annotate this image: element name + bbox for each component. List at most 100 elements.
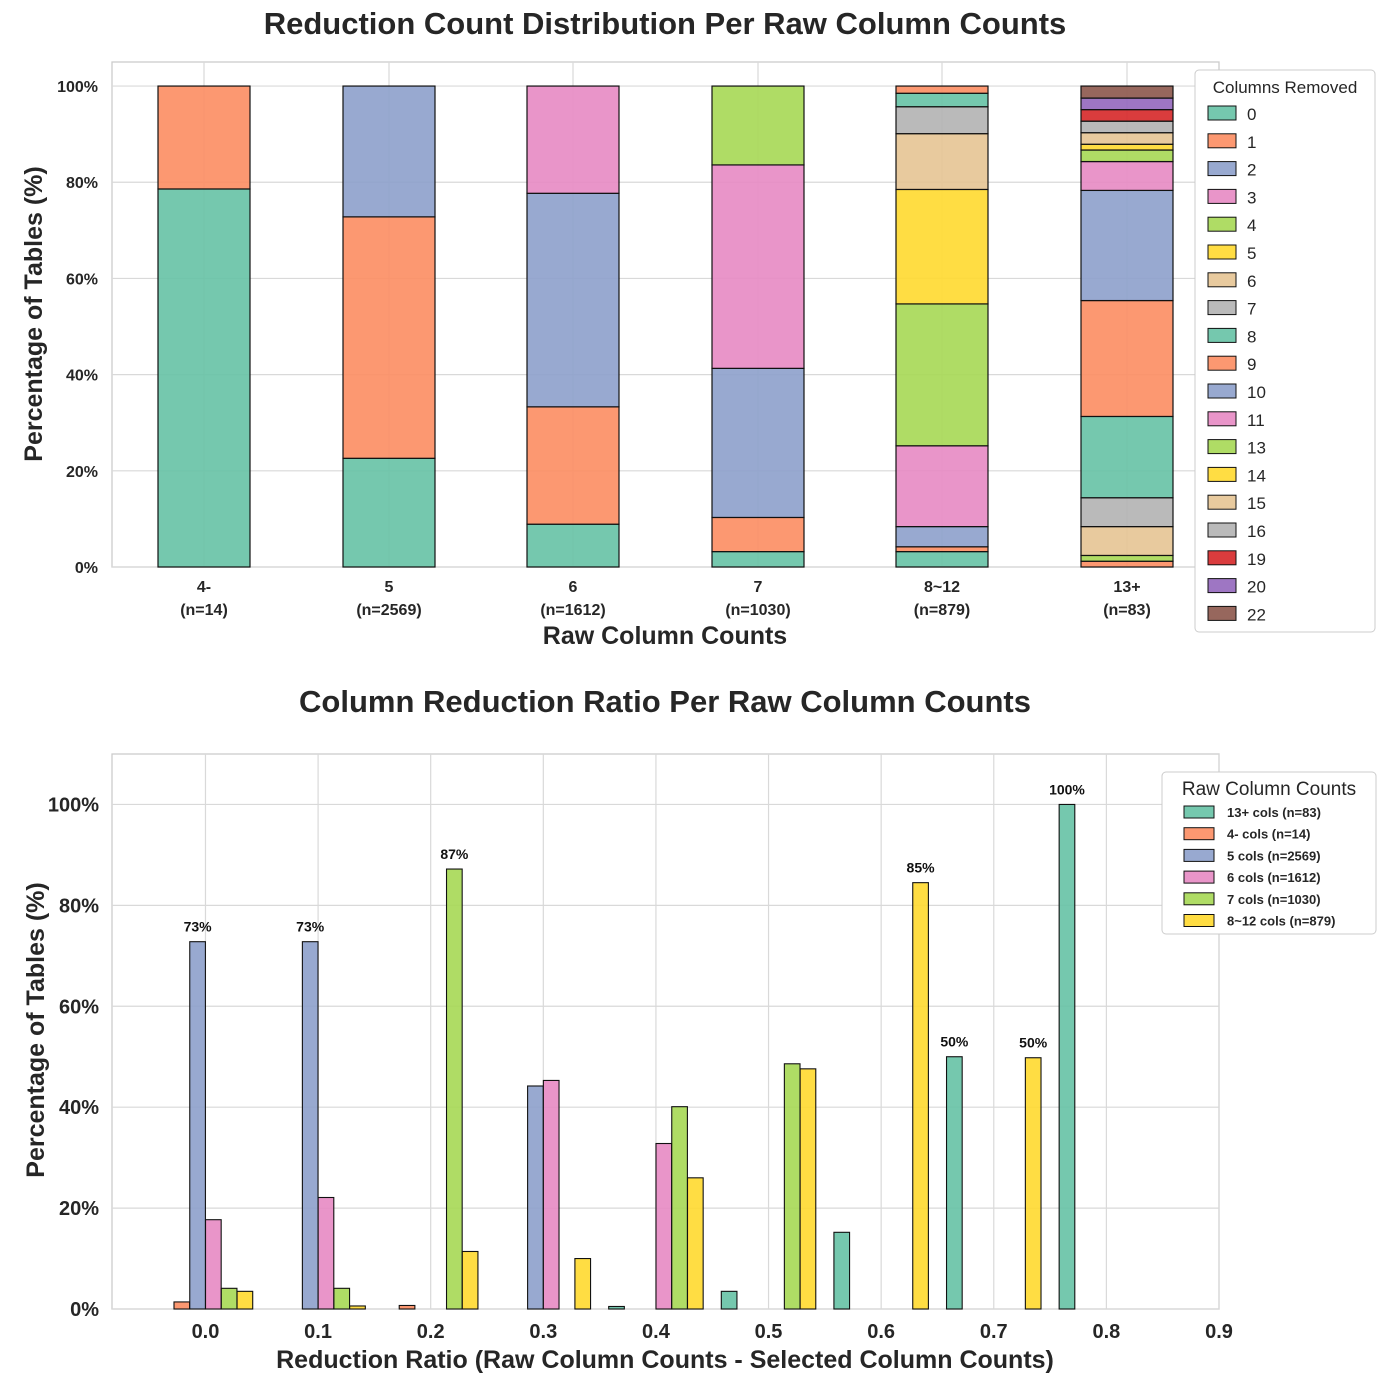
chart1-x-tick-count: (n=14) xyxy=(180,602,228,619)
stacked-bar-chart: Reduction Count Distribution Per Raw Col… xyxy=(20,6,1376,650)
chart1-legend-swatch-6 xyxy=(1207,272,1237,288)
chart1-legend-swatch-9 xyxy=(1207,355,1237,371)
chart2-y-tick-label: 20% xyxy=(59,1198,99,1220)
chart1-x-tick-count: (n=2569) xyxy=(356,602,421,619)
chart2-legend: Raw Column Counts 13+ cols (n=83) 4- cols… xyxy=(1161,771,1377,935)
chart1-legend-swatch-16 xyxy=(1207,522,1237,538)
chart1-legend-swatch-8 xyxy=(1207,327,1237,343)
chart2-y-tick-label: 60% xyxy=(59,996,99,1018)
bar-segment-4-removed-1 xyxy=(157,85,251,190)
bar-segment-13-removed-10 xyxy=(1080,189,1174,302)
chart1-y-axis-label: Percentage of Tables (%) xyxy=(20,166,48,461)
chart1-x-tick-label: 6 xyxy=(569,579,578,596)
bar-segment-13-removed-16 xyxy=(1080,120,1174,134)
bar-segment-13-removed-22 xyxy=(1080,85,1174,99)
bar-8-12-cols-n-879-at-0-235 xyxy=(461,1250,479,1310)
chart1-legend-swatch-3 xyxy=(1207,188,1237,204)
chart1-x-ticks: 4- (n=14) 5 (n=2569) 6 (n=1612) 7 (n=1030) 8~12 (… xyxy=(180,579,1151,619)
chart1-legend-swatch-11 xyxy=(1207,411,1237,427)
chart1-legend-label-16: 16 xyxy=(1247,522,1266,541)
chart2-x-tick-label: 0.8 xyxy=(1092,1321,1120,1343)
bar-5-cols-n-2569-at-0-293 xyxy=(527,1085,544,1310)
chart1-legend-swatch-13 xyxy=(1207,439,1237,455)
chart1-x-tick-count: (n=83) xyxy=(1103,602,1151,619)
chart1-y-tick-label: 100% xyxy=(57,79,98,96)
bar-6-cols-n-1612-at-0-107 xyxy=(317,1196,335,1310)
bar-8-12-cols-n-879-at-0-535 xyxy=(799,1068,817,1310)
bar-6-cols-n-1612-at-0-307 xyxy=(542,1079,560,1310)
bar-segment-6-removed-3 xyxy=(526,85,620,194)
chart2-y-axis-label: Percentage of Tables (%) xyxy=(22,882,50,1177)
bar-segment-13-removed-19 xyxy=(1080,109,1174,122)
bar-5-cols-n-2569-at-0-007 xyxy=(189,941,206,1310)
chart1-legend-label-5: 5 xyxy=(1247,244,1256,263)
bar-segment-13-removed-15 xyxy=(1080,132,1174,145)
chart1-legend-label-14: 14 xyxy=(1247,466,1266,485)
bar-segment-8-12-removed-8 xyxy=(895,92,989,108)
chart1-x-tick-label: 13+ xyxy=(1113,579,1140,596)
bar-7-cols-n-1030-at-0-121 xyxy=(333,1287,351,1310)
chart1-legend-label-15: 15 xyxy=(1247,494,1266,513)
chart2-x-tick-label: 0.6 xyxy=(867,1321,895,1343)
bar-segment-6-removed-2 xyxy=(526,192,620,408)
chart2-y-ticks: 0% 20% 40% 60% 80% 100% xyxy=(48,794,99,1321)
chart1-legend-swatch-5 xyxy=(1207,244,1237,260)
chart1-title: Reduction Count Distribution Per Raw Col… xyxy=(264,6,1067,41)
bar-segment-13-removed-4 xyxy=(1080,554,1174,562)
bar-8-12-cols-n-879-at-0-435 xyxy=(686,1177,704,1310)
bar-segment-8-12-removed-1 xyxy=(895,546,989,553)
chart1-legend-swatch-2 xyxy=(1207,161,1237,177)
bar-segment-5-removed-2 xyxy=(342,85,436,218)
chart2-legend-swatch-4-cols-n-14 xyxy=(1183,827,1215,841)
bar-segment-7-removed-2 xyxy=(711,367,805,519)
chart2-x-tick-label: 0.9 xyxy=(1205,1321,1233,1343)
bar-segment-8-12-removed-0 xyxy=(895,551,989,568)
chart1-legend-swatch-19 xyxy=(1207,550,1237,566)
chart1-x-tick-label: 8~12 xyxy=(924,579,960,596)
chart1-y-tick-label: 20% xyxy=(66,464,98,481)
chart1-x-tick-label: 5 xyxy=(385,579,394,596)
chart1-legend-label-22: 22 xyxy=(1247,605,1266,624)
bar-segment-7-removed-1 xyxy=(711,516,805,553)
chart1-x-tick-count: (n=1030) xyxy=(725,602,790,619)
chart1-legend-label-0: 0 xyxy=(1247,105,1256,124)
chart1-legend-swatch-10 xyxy=(1207,383,1237,399)
chart1-x-axis-label: Raw Column Counts xyxy=(543,622,787,650)
chart2-x-tick-label: 0.1 xyxy=(304,1321,332,1343)
chart2-legend-swatch-6-cols-n-1612 xyxy=(1183,870,1215,884)
chart2-legend-swatch-13-cols-n-83 xyxy=(1183,805,1215,819)
bar-6-cols-n-1612-at-0-007 xyxy=(204,1219,222,1310)
chart1-legend-swatch-0 xyxy=(1207,105,1237,121)
chart2-y-tick-label: 80% xyxy=(59,895,99,917)
chart1-x-tick-label: 7 xyxy=(754,579,763,596)
bar-8-12-cols-n-879-at-0-635 xyxy=(912,882,929,1310)
chart2-x-tick-label: 0.4 xyxy=(642,1321,671,1343)
bar-8-12-cols-n-879-at-0-735 xyxy=(1024,1057,1042,1310)
chart2-legend-swatch-5-cols-n-2569 xyxy=(1183,848,1215,862)
chart2-legend-label-13-cols-n-83: 13+ cols (n=83) xyxy=(1227,805,1321,820)
chart1-legend-label-6: 6 xyxy=(1247,272,1256,291)
bar-segment-13-removed-14 xyxy=(1080,143,1174,151)
chart2-legend-label-8-12-cols-n-879: 8~12 cols (n=879) xyxy=(1227,914,1335,929)
chart1-legend-label-13: 13 xyxy=(1247,439,1266,458)
data-label-5-cols-n-2569-at-0-093: 73% xyxy=(296,919,325,935)
chart1-legend: Columns Removed 0 1 2 3 4 5 6 7 8 9 10 11 13 14 15 16 19… xyxy=(1194,69,1376,633)
chart1-legend-label-20: 20 xyxy=(1247,578,1266,597)
bar-segment-7-removed-4 xyxy=(711,85,805,166)
chart1-legend-label-9: 9 xyxy=(1247,355,1256,374)
chart2-legend-swatch-8-12-cols-n-879 xyxy=(1183,914,1215,927)
chart2-legend-label-6-cols-n-1612: 6 cols (n=1612) xyxy=(1227,870,1321,885)
bar-8-12-cols-n-879-at-0-035 xyxy=(236,1290,254,1310)
chart1-x-tick-count: (n=1612) xyxy=(540,602,605,619)
chart2-legend-label-5-cols-n-2569: 5 cols (n=2569) xyxy=(1227,848,1321,863)
bar-segment-13-removed-6 xyxy=(1080,525,1174,557)
bar-segment-13-removed-11 xyxy=(1080,160,1174,192)
bar-segment-8-12-removed-7 xyxy=(895,106,989,135)
bar-segment-8-12-removed-6 xyxy=(895,133,989,191)
bar-5-cols-n-2569-at-0-093 xyxy=(301,941,319,1310)
chart2-data-labels: 50% 100% 73% 73% 87% 85% 50% xyxy=(184,781,1086,1050)
grouped-bar-chart: Column Reduction Ratio Per Raw Column Co… xyxy=(22,684,1377,1374)
chart1-legend-label-3: 3 xyxy=(1247,188,1256,207)
data-label-8-12-cols-n-879-at-0-735: 50% xyxy=(1019,1035,1048,1051)
chart1-legend-label-11: 11 xyxy=(1247,411,1265,430)
